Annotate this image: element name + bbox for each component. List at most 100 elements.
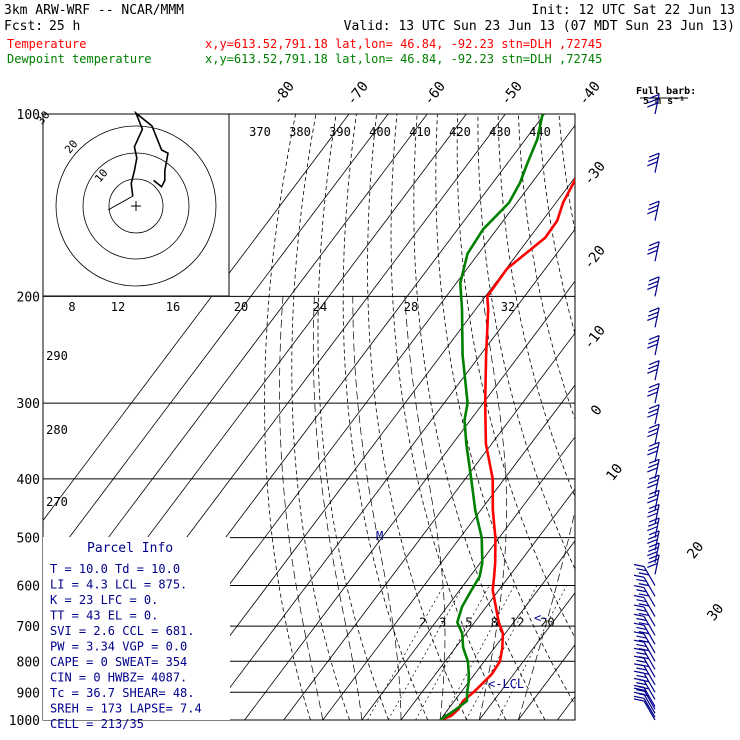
wind-barb-feather: [648, 360, 660, 366]
forecast-hour: 25 h: [49, 19, 80, 34]
wind-barb-feather: [648, 521, 659, 527]
wind-barb-feather: [648, 204, 659, 211]
wind-barb-feather: [648, 307, 660, 313]
isotherm-label: -30: [581, 159, 609, 189]
wind-barb-feather: [636, 651, 647, 656]
wind-barb-feather: [636, 635, 647, 639]
wind-barb-feather: [648, 489, 660, 495]
hodograph-ring: [108, 178, 164, 234]
dry-adiabat-line: [390, 114, 507, 720]
theta-label: 270: [46, 495, 68, 509]
wind-barb-feather: [638, 656, 649, 660]
wind-barb-feather: [648, 383, 660, 389]
wind-barb-feather: [636, 578, 647, 583]
dry-adiabat-line: [620, 114, 740, 720]
wind-barb-feather: [648, 542, 660, 548]
wind-barb-feather: [648, 530, 660, 536]
dewpoint-profile: [439, 114, 544, 720]
hodograph-storm-vector: [107, 195, 134, 211]
wind-barb-feather: [648, 276, 660, 282]
parcel-info-row: T = 10.0 Td = 10.0: [50, 562, 180, 576]
wind-barb: [633, 698, 656, 721]
wind-barb-feather: [636, 617, 647, 622]
wind-barb: [647, 335, 660, 356]
wind-barb-feather: [647, 483, 658, 489]
isotherm-label: -70: [344, 79, 372, 109]
ccl-marker: <-: [534, 611, 548, 625]
wind-barb-feather: [648, 98, 659, 104]
wind-barb-staff: [643, 657, 656, 678]
wind-barb-staff: [643, 606, 656, 627]
dry-adiabat-line: [264, 114, 311, 720]
wind-barb-feather: [647, 315, 658, 322]
wind-barb: [633, 622, 656, 645]
dry-adiabat-line: [660, 114, 740, 720]
isotherm-line: [478, 592, 575, 720]
theta-label: 380: [289, 125, 311, 139]
wind-barb-staff: [654, 517, 660, 538]
wind-barb: [647, 458, 660, 479]
legend-dewpoint-info: x,y=613.52,791.18 lat,lon= 46.84, -92.23…: [205, 52, 602, 66]
mixing-ratio-label: 12: [510, 615, 524, 629]
wind-barb-staff: [654, 542, 660, 563]
wind-barb-staff: [643, 587, 656, 607]
isotherm-line: [439, 540, 575, 720]
wind-barb-feather: [647, 562, 658, 568]
wind-barb-feather: [636, 589, 647, 593]
mixing-ratio-label: 20: [540, 615, 554, 629]
wind-barb-feather: [648, 508, 659, 514]
wind-barb-staff: [643, 633, 656, 654]
isotherm-label: -10: [581, 323, 609, 353]
wind-barb-staff: [643, 672, 656, 693]
wind-barb-staff: [654, 459, 660, 479]
wind-barb-feather: [647, 249, 658, 255]
speed-scale-label: 28: [404, 300, 418, 314]
wind-barb: [633, 631, 656, 654]
wind-barb-feather: [648, 554, 660, 560]
wind-barb-feather: [647, 412, 658, 418]
wind-barb-feather: [647, 526, 658, 532]
parcel-info-row: SVI = 2.6 CCL = 681.: [50, 624, 195, 638]
theta-label: 370: [249, 125, 271, 139]
wind-barb-feather: [633, 594, 645, 599]
wind-barb-feather: [633, 574, 645, 578]
wind-barb: [647, 93, 660, 115]
hodograph-ring: [55, 125, 217, 287]
wind-barb-staff: [654, 383, 660, 404]
isotherm-label: -50: [498, 79, 526, 109]
wind-barb-feather: [636, 599, 647, 603]
pressure-label: 400: [17, 473, 40, 488]
dry-adiabat-line: [640, 114, 740, 720]
wind-barb-staff: [654, 530, 660, 551]
wind-barb-feather: [636, 682, 647, 686]
theta-label: 410: [409, 125, 431, 139]
wind-barb-feather: [648, 387, 659, 393]
dry-adiabat-line: [721, 114, 740, 720]
wind-barb-staff: [654, 404, 660, 425]
wind-barb-feather: [648, 478, 659, 485]
pressure-label: 800: [17, 655, 40, 670]
wind-barb-feather: [633, 584, 645, 589]
wind-barb-feather: [636, 568, 647, 572]
wind-barb-feather: [648, 494, 659, 500]
wind-barb-feather: [647, 102, 658, 108]
pressure-label: 600: [17, 580, 40, 595]
wind-barb-staff: [643, 680, 656, 700]
wind-barb-feather: [648, 339, 659, 345]
wind-barb: [647, 503, 660, 525]
wind-barb-staff: [643, 566, 656, 586]
pressure-label: 900: [17, 686, 40, 701]
wind-barb: [633, 563, 656, 586]
wind-barb: [647, 423, 660, 444]
wind-barb: [633, 687, 656, 710]
wind-barb-feather: [647, 391, 658, 397]
wind-barb-feather: [638, 686, 649, 690]
dry-adiabat-line: [680, 114, 740, 720]
init-time: Init: 12 UTC Sat 22 Jun 13: [532, 3, 736, 18]
moist-adiabat-line: [478, 296, 507, 720]
speed-scale-label: 12: [111, 300, 125, 314]
isotherm-line: [283, 332, 575, 720]
wind-barb-staff: [643, 650, 656, 670]
wind-barb-staff: [643, 698, 656, 718]
